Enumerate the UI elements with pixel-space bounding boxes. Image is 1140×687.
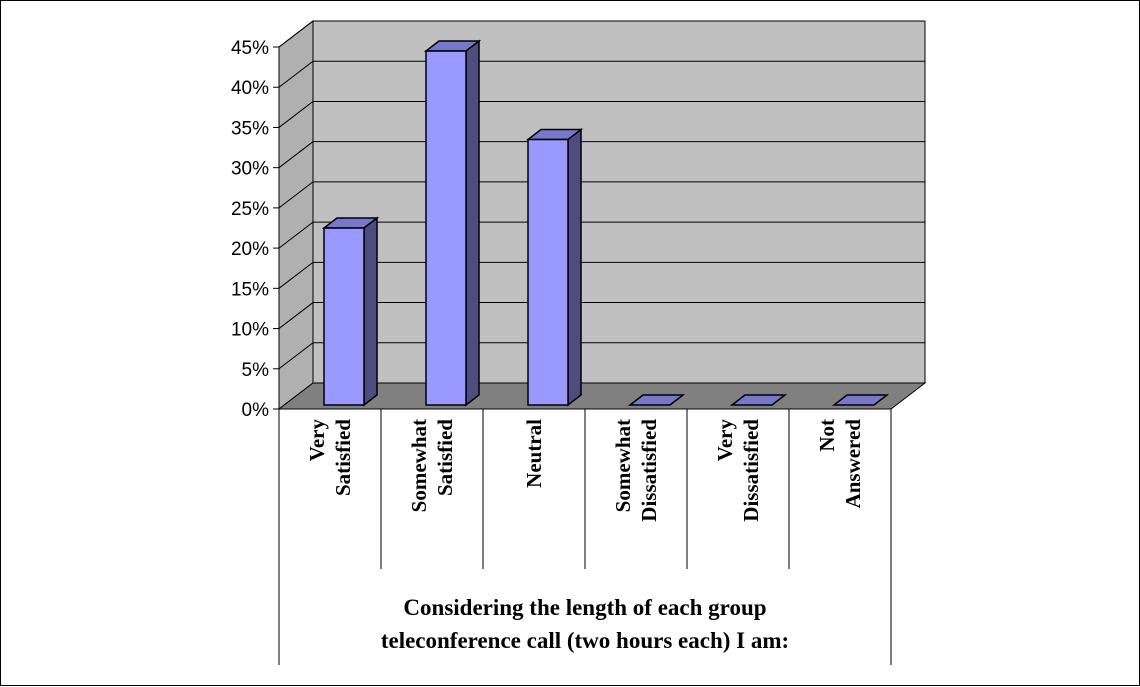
x-tick-label-line: Somewhat — [407, 419, 431, 512]
bar-side — [465, 39, 480, 407]
gridline — [278, 141, 925, 169]
x-tick-label: SomewhatDissatisfied — [611, 419, 661, 522]
y-tick-label: 35% — [231, 118, 269, 139]
back-wall — [312, 20, 926, 384]
x-tick-label-line: Not — [815, 419, 839, 452]
gridline — [278, 181, 925, 209]
x-axis-title: Considering the length of each group tele… — [381, 595, 789, 653]
y-tick-label: 25% — [231, 199, 269, 220]
bar — [527, 138, 569, 406]
gridline — [278, 221, 925, 249]
bar — [425, 50, 467, 406]
y-tick-label: 10% — [231, 320, 269, 341]
bar — [323, 227, 365, 406]
x-tick-label-line: Satisfied — [433, 419, 457, 496]
x-axis-title-line: teleconference call (two hours each) I a… — [381, 628, 789, 653]
bar-top — [729, 394, 788, 406]
bar-top — [831, 394, 890, 406]
x-tick-label-line: Dissatisfied — [739, 419, 763, 522]
x-tick-label: Neutral — [522, 419, 546, 488]
x-tick-label-line: Very — [305, 419, 329, 462]
bar-side — [567, 128, 582, 407]
gridline — [278, 60, 925, 88]
side-wall — [278, 19, 314, 411]
y-tick-label: 40% — [231, 78, 269, 99]
y-tick-label: 45% — [231, 38, 269, 59]
x-tick-label-line: Somewhat — [611, 419, 635, 512]
gridline — [278, 302, 925, 329]
y-tick-label: 30% — [231, 159, 269, 180]
x-tick-label: VerySatisfied — [305, 419, 355, 497]
y-tick-label: 0% — [242, 400, 270, 421]
x-axis-title-line: Considering the length of each group — [403, 595, 766, 620]
y-tick-label: 5% — [242, 360, 270, 381]
x-tick-label: SomewhatSatisfied — [407, 419, 457, 513]
x-tick-label-line: Answered — [841, 419, 865, 509]
gridline — [278, 342, 925, 370]
x-tick-label-line: Very — [713, 419, 737, 462]
x-tick-label-line: Neutral — [522, 419, 546, 488]
x-tick-label-line: Dissatisfied — [637, 419, 661, 522]
x-tick-label-line: Satisfied — [331, 419, 355, 496]
gridline — [278, 100, 925, 128]
y-tick-label: 15% — [231, 279, 269, 300]
x-tick-label: VeryDissatisfied — [713, 419, 763, 522]
gridline — [278, 20, 925, 48]
gridline — [278, 261, 925, 289]
x-tick-label: NotAnswered — [815, 419, 865, 509]
bar-side — [363, 216, 378, 407]
bar-top — [627, 394, 686, 406]
y-tick-label: 20% — [231, 239, 269, 260]
